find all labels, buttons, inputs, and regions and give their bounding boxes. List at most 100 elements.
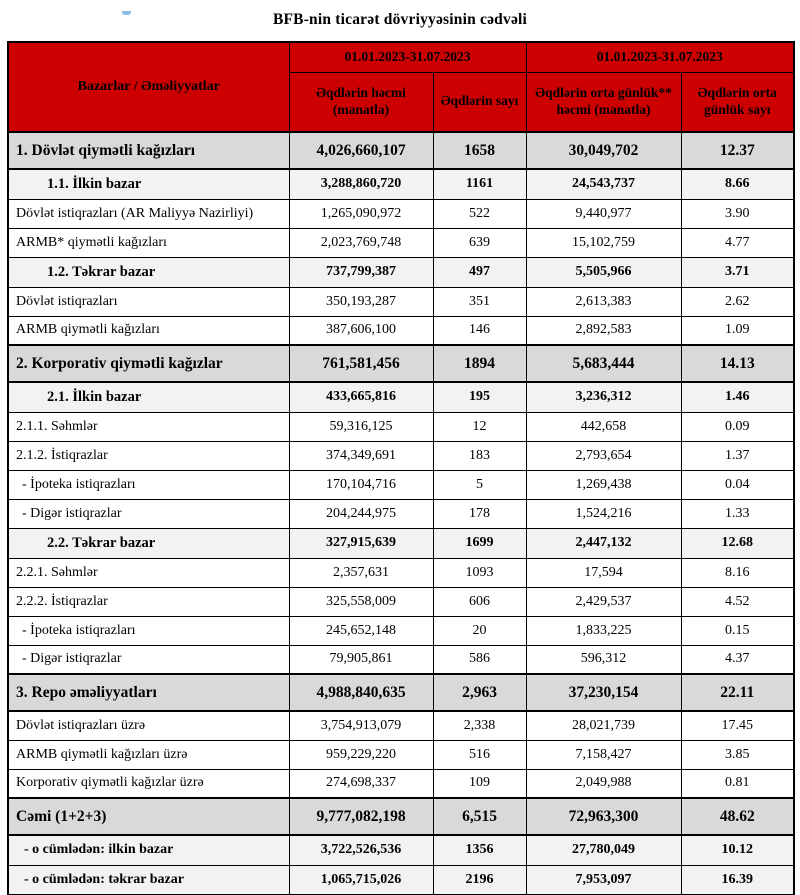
row-value: 72,963,300 <box>525 797 682 836</box>
table-row: Cəmi (1+2+3) 9,777,082,198 6,515 72,963,300… <box>7 797 795 836</box>
table-row: - İpoteka istiqrazları 245,652,148 20 1,833… <box>7 615 795 646</box>
column-header-volume: Əqdlərin həcmi (manatla) <box>288 71 434 133</box>
row-label: - İpoteka istiqrazları <box>7 615 290 646</box>
column-header-count: Əqdlərin sayı <box>432 71 527 133</box>
row-value: 15,102,759 <box>525 227 682 258</box>
row-value: 1,065,715,026 <box>288 864 434 895</box>
period-header-2: 01.01.2023-31.07.2023 <box>525 41 795 73</box>
row-value: 48.62 <box>680 797 795 836</box>
row-value: 183 <box>432 440 527 471</box>
row-label: 2.1. İlkin bazar <box>7 381 290 413</box>
row-value: 1161 <box>432 168 527 200</box>
table-row: Dövlət istiqrazları 350,193,287 351 2,613,3… <box>7 286 795 317</box>
row-value: 2,793,654 <box>525 440 682 471</box>
table-row: 2. Korporativ qiymətli kağızlar 761,581,4… <box>7 344 795 383</box>
table-row: 2.2. Təkrar bazar 327,915,639 1699 2,447,13… <box>7 527 795 559</box>
row-value: 0.81 <box>680 768 795 799</box>
row-value: 16.39 <box>680 864 795 895</box>
table-row: 2.2.1. Səhmlər 2,357,631 1093 17,594 8.16 <box>7 557 795 588</box>
row-value: 497 <box>432 256 527 288</box>
row-value: 9,777,082,198 <box>288 797 434 836</box>
table-row: 3. Repo əməliyyatları 4,988,840,635 2,963 3… <box>7 673 795 712</box>
row-value: 12 <box>432 411 527 442</box>
row-value: 195 <box>432 381 527 413</box>
row-value: 8.16 <box>680 557 795 588</box>
header-columns-row: Əqdlərin həcmi (manatla) Əqdlərin sayı Ə… <box>8 71 795 133</box>
row-value: 1.33 <box>680 498 795 529</box>
row-value: 3,288,860,720 <box>288 168 434 200</box>
table-header: Bazarlar / Əməliyyatlar 01.01.2023-31.07… <box>7 41 795 133</box>
row-value: 8.66 <box>680 168 795 200</box>
row-value: 4.77 <box>680 227 795 258</box>
row-value: 2196 <box>432 864 527 895</box>
row-label: 1.2. Təkrar bazar <box>7 256 290 288</box>
row-value: 4.52 <box>680 586 795 617</box>
row-value: 737,799,387 <box>288 256 434 288</box>
row-value: 1,269,438 <box>525 469 682 500</box>
row-value: 1699 <box>432 527 527 559</box>
row-value: 3,236,312 <box>525 381 682 413</box>
row-value: 1.46 <box>680 381 795 413</box>
row-label: Dövlət istiqrazları <box>7 286 290 317</box>
table-row: 1. Dövlət qiymətli kağızları 4,026,660,10… <box>7 131 795 170</box>
row-value: 586 <box>432 644 527 675</box>
row-value: 3,754,913,079 <box>288 710 434 741</box>
row-label: ARMB qiymətli kağızları üzrə <box>7 739 290 770</box>
row-value: 351 <box>432 286 527 317</box>
table-row: - Digər istiqrazlar 204,244,975 178 1,524,2… <box>7 498 795 529</box>
row-value: 204,244,975 <box>288 498 434 529</box>
turnover-table: Bazarlar / Əməliyyatlar 01.01.2023-31.07… <box>7 41 795 895</box>
row-value: 1.37 <box>680 440 795 471</box>
row-value: 2,049,988 <box>525 768 682 799</box>
row-label: Dövlət istiqrazları üzrə <box>7 710 290 741</box>
row-value: 2,447,132 <box>525 527 682 559</box>
row-label: 1. Dövlət qiymətli kağızları <box>7 131 290 170</box>
row-value: 17.45 <box>680 710 795 741</box>
row-value: 274,698,337 <box>288 768 434 799</box>
row-label: ARMB qiymətli kağızları <box>7 315 290 346</box>
row-value: 442,658 <box>525 411 682 442</box>
row-value: 1,524,216 <box>525 498 682 529</box>
row-value: 2,892,583 <box>525 315 682 346</box>
row-value: 2,963 <box>432 673 527 712</box>
row-label: 2.2.1. Səhmlər <box>7 557 290 588</box>
artifact-mark <box>122 11 131 15</box>
row-value: 761,581,456 <box>288 344 434 383</box>
row-label: - o cümlədən: təkrar bazar <box>7 864 290 895</box>
table-row: Dövlət istiqrazları üzrə 3,754,913,079 2,3… <box>7 710 795 741</box>
row-value: 606 <box>432 586 527 617</box>
row-value: 4,988,840,635 <box>288 673 434 712</box>
row-value: 3.90 <box>680 198 795 229</box>
table-row: Dövlət istiqrazları (AR Maliyyə Nazirliy… <box>7 198 795 229</box>
row-value: 5 <box>432 469 527 500</box>
row-value: 433,665,816 <box>288 381 434 413</box>
row-value: 109 <box>432 768 527 799</box>
row-value: 0.09 <box>680 411 795 442</box>
row-value: 5,505,966 <box>525 256 682 288</box>
row-value: 170,104,716 <box>288 469 434 500</box>
row-value: 959,229,220 <box>288 739 434 770</box>
row-value: 20 <box>432 615 527 646</box>
row-value: 3.71 <box>680 256 795 288</box>
table-row: 2.1.1. Səhmlər 59,316,125 12 442,658 0.09 <box>7 411 795 442</box>
row-label: 2.2. Təkrar bazar <box>7 527 290 559</box>
table-row: - Digər istiqrazlar 79,905,861 586 596,312 4… <box>7 644 795 675</box>
row-value: 639 <box>432 227 527 258</box>
row-value: 2,338 <box>432 710 527 741</box>
row-value: 79,905,861 <box>288 644 434 675</box>
period-header-1: 01.01.2023-31.07.2023 <box>288 41 527 73</box>
row-label: - Digər istiqrazlar <box>7 498 290 529</box>
row-label: 3. Repo əməliyyatları <box>7 673 290 712</box>
table-row: ARMB qiymətli kağızları üzrə 959,229,220 5… <box>7 739 795 770</box>
table-row: ARMB* qiymətli kağızları 2,023,769,748 639… <box>7 227 795 258</box>
row-value: 245,652,148 <box>288 615 434 646</box>
row-value: 3.85 <box>680 739 795 770</box>
row-value: 7,953,097 <box>525 864 682 895</box>
row-value: 9,440,977 <box>525 198 682 229</box>
row-value: 1093 <box>432 557 527 588</box>
row-label: ARMB* qiymətli kağızları <box>7 227 290 258</box>
table-body: 1. Dövlət qiymətli kağızları 4,026,660,10… <box>7 131 795 895</box>
row-value: 27,780,049 <box>525 834 682 866</box>
row-value: 1.09 <box>680 315 795 346</box>
row-value: 22.11 <box>680 673 795 712</box>
